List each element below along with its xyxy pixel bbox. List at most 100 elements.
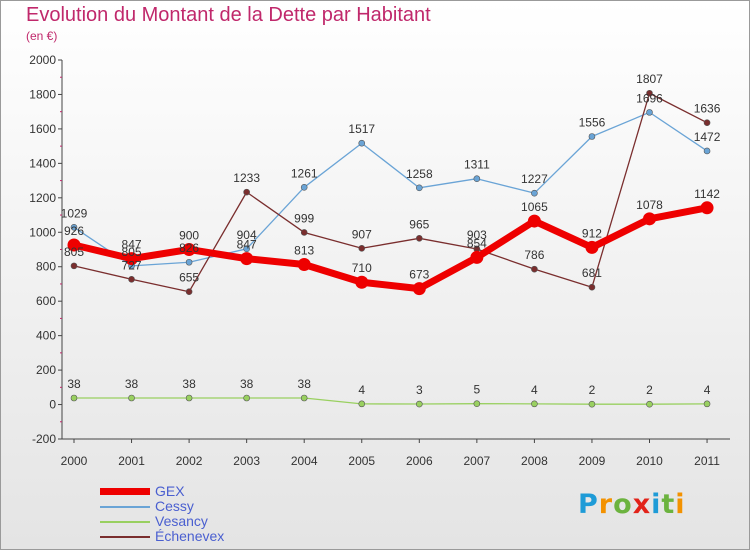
x-tick-label: 2008 (521, 454, 548, 468)
data-label: 1029 (61, 206, 88, 220)
legend-label: Vesancy (155, 513, 208, 529)
data-label: 912 (582, 226, 602, 240)
data-point (300, 184, 308, 191)
data-point (473, 175, 481, 182)
logo-letter: t (661, 489, 676, 520)
logo-letter: i (675, 489, 686, 520)
data-point (531, 189, 538, 197)
data-point (358, 400, 366, 408)
legend-swatch (100, 536, 150, 538)
logo-letter: P (578, 489, 599, 520)
x-tick-label: 2004 (291, 454, 318, 468)
data-label: 38 (182, 377, 196, 391)
legend-item-gex: GEX (100, 483, 300, 499)
data-label: 1227 (521, 172, 548, 186)
chart-subtitle: (en €) (26, 29, 58, 43)
data-point (700, 201, 714, 215)
legend-swatch (100, 506, 150, 508)
data-point (128, 276, 135, 283)
data-label: 805 (64, 245, 84, 259)
data-label: 727 (122, 258, 142, 272)
y-tick-label: 1400 (29, 156, 56, 170)
data-point (527, 214, 541, 228)
y-tick-label: 200 (36, 363, 56, 377)
data-label: 681 (582, 266, 602, 280)
y-tick-label: 600 (36, 294, 56, 308)
data-point (70, 394, 78, 402)
data-label: 1233 (233, 171, 260, 185)
data-point (300, 229, 308, 236)
data-label: 1142 (694, 187, 720, 201)
data-point (243, 245, 250, 253)
data-point (358, 244, 366, 252)
x-tick-label: 2010 (636, 454, 663, 468)
logo-letter: x (632, 489, 652, 520)
legend-label: Cessy (155, 498, 194, 514)
y-tick-label: 2000 (29, 53, 56, 67)
logo-letter: r (598, 489, 614, 520)
data-label: 805 (122, 245, 142, 259)
data-point (703, 147, 711, 155)
data-label: 38 (240, 377, 254, 391)
chart-title: Evolution du Montant de la Dette par Hab… (26, 4, 431, 26)
data-label: 3 (416, 383, 423, 397)
data-label: 1636 (694, 102, 721, 116)
proxiti-logo: Proxiti (578, 489, 686, 520)
data-point (703, 119, 711, 127)
y-tick-label: -200 (32, 432, 56, 446)
data-label: 1065 (521, 200, 548, 214)
data-label: 903 (467, 228, 487, 242)
data-label: 1311 (464, 158, 490, 172)
data-point (415, 400, 423, 408)
data-label: 900 (179, 229, 199, 243)
x-tick-label: 2003 (233, 454, 260, 468)
data-point (588, 400, 596, 408)
legend-swatch (100, 488, 150, 495)
data-label: 813 (294, 243, 314, 257)
data-point (243, 394, 250, 402)
legend-swatch (100, 521, 150, 523)
data-label: 1696 (636, 91, 663, 105)
data-label: 4 (358, 383, 365, 397)
data-point (185, 258, 193, 266)
data-label: 38 (67, 377, 81, 391)
data-point (125, 252, 139, 266)
data-label: 38 (125, 377, 139, 391)
data-point (240, 252, 254, 266)
data-point (415, 184, 423, 192)
data-point (70, 262, 78, 270)
data-label: 2 (589, 383, 596, 397)
data-point (531, 265, 538, 273)
data-point (182, 243, 196, 256)
data-label: 1472 (694, 130, 721, 144)
legend-item-échenevex: Échenevex (100, 528, 300, 544)
data-point (297, 257, 311, 271)
data-point (70, 223, 78, 231)
data-point (585, 240, 599, 254)
x-tick-label: 2001 (118, 454, 145, 468)
data-label: 847 (122, 238, 142, 252)
data-label: 38 (298, 377, 312, 391)
series-line-gex (70, 204, 711, 293)
data-label: 907 (352, 227, 372, 241)
data-label: 1517 (348, 122, 375, 136)
data-label: 854 (467, 236, 487, 250)
data-label: 2 (646, 383, 653, 397)
x-tick-label: 2011 (694, 454, 720, 468)
y-tick-label: 1600 (29, 122, 56, 136)
data-label: 5 (474, 383, 481, 397)
data-point (646, 109, 653, 116)
series-line-vesancy (73, 397, 708, 405)
data-label: 999 (294, 211, 314, 225)
data-point (128, 394, 135, 402)
data-point (185, 394, 193, 402)
data-label: 1807 (636, 72, 663, 86)
data-point (588, 133, 596, 140)
y-tick-label: 400 (36, 329, 56, 343)
data-point (185, 288, 193, 296)
data-point (473, 400, 481, 407)
data-label: 1556 (579, 115, 606, 129)
legend-label: Échenevex (155, 528, 225, 544)
data-point (646, 89, 653, 97)
